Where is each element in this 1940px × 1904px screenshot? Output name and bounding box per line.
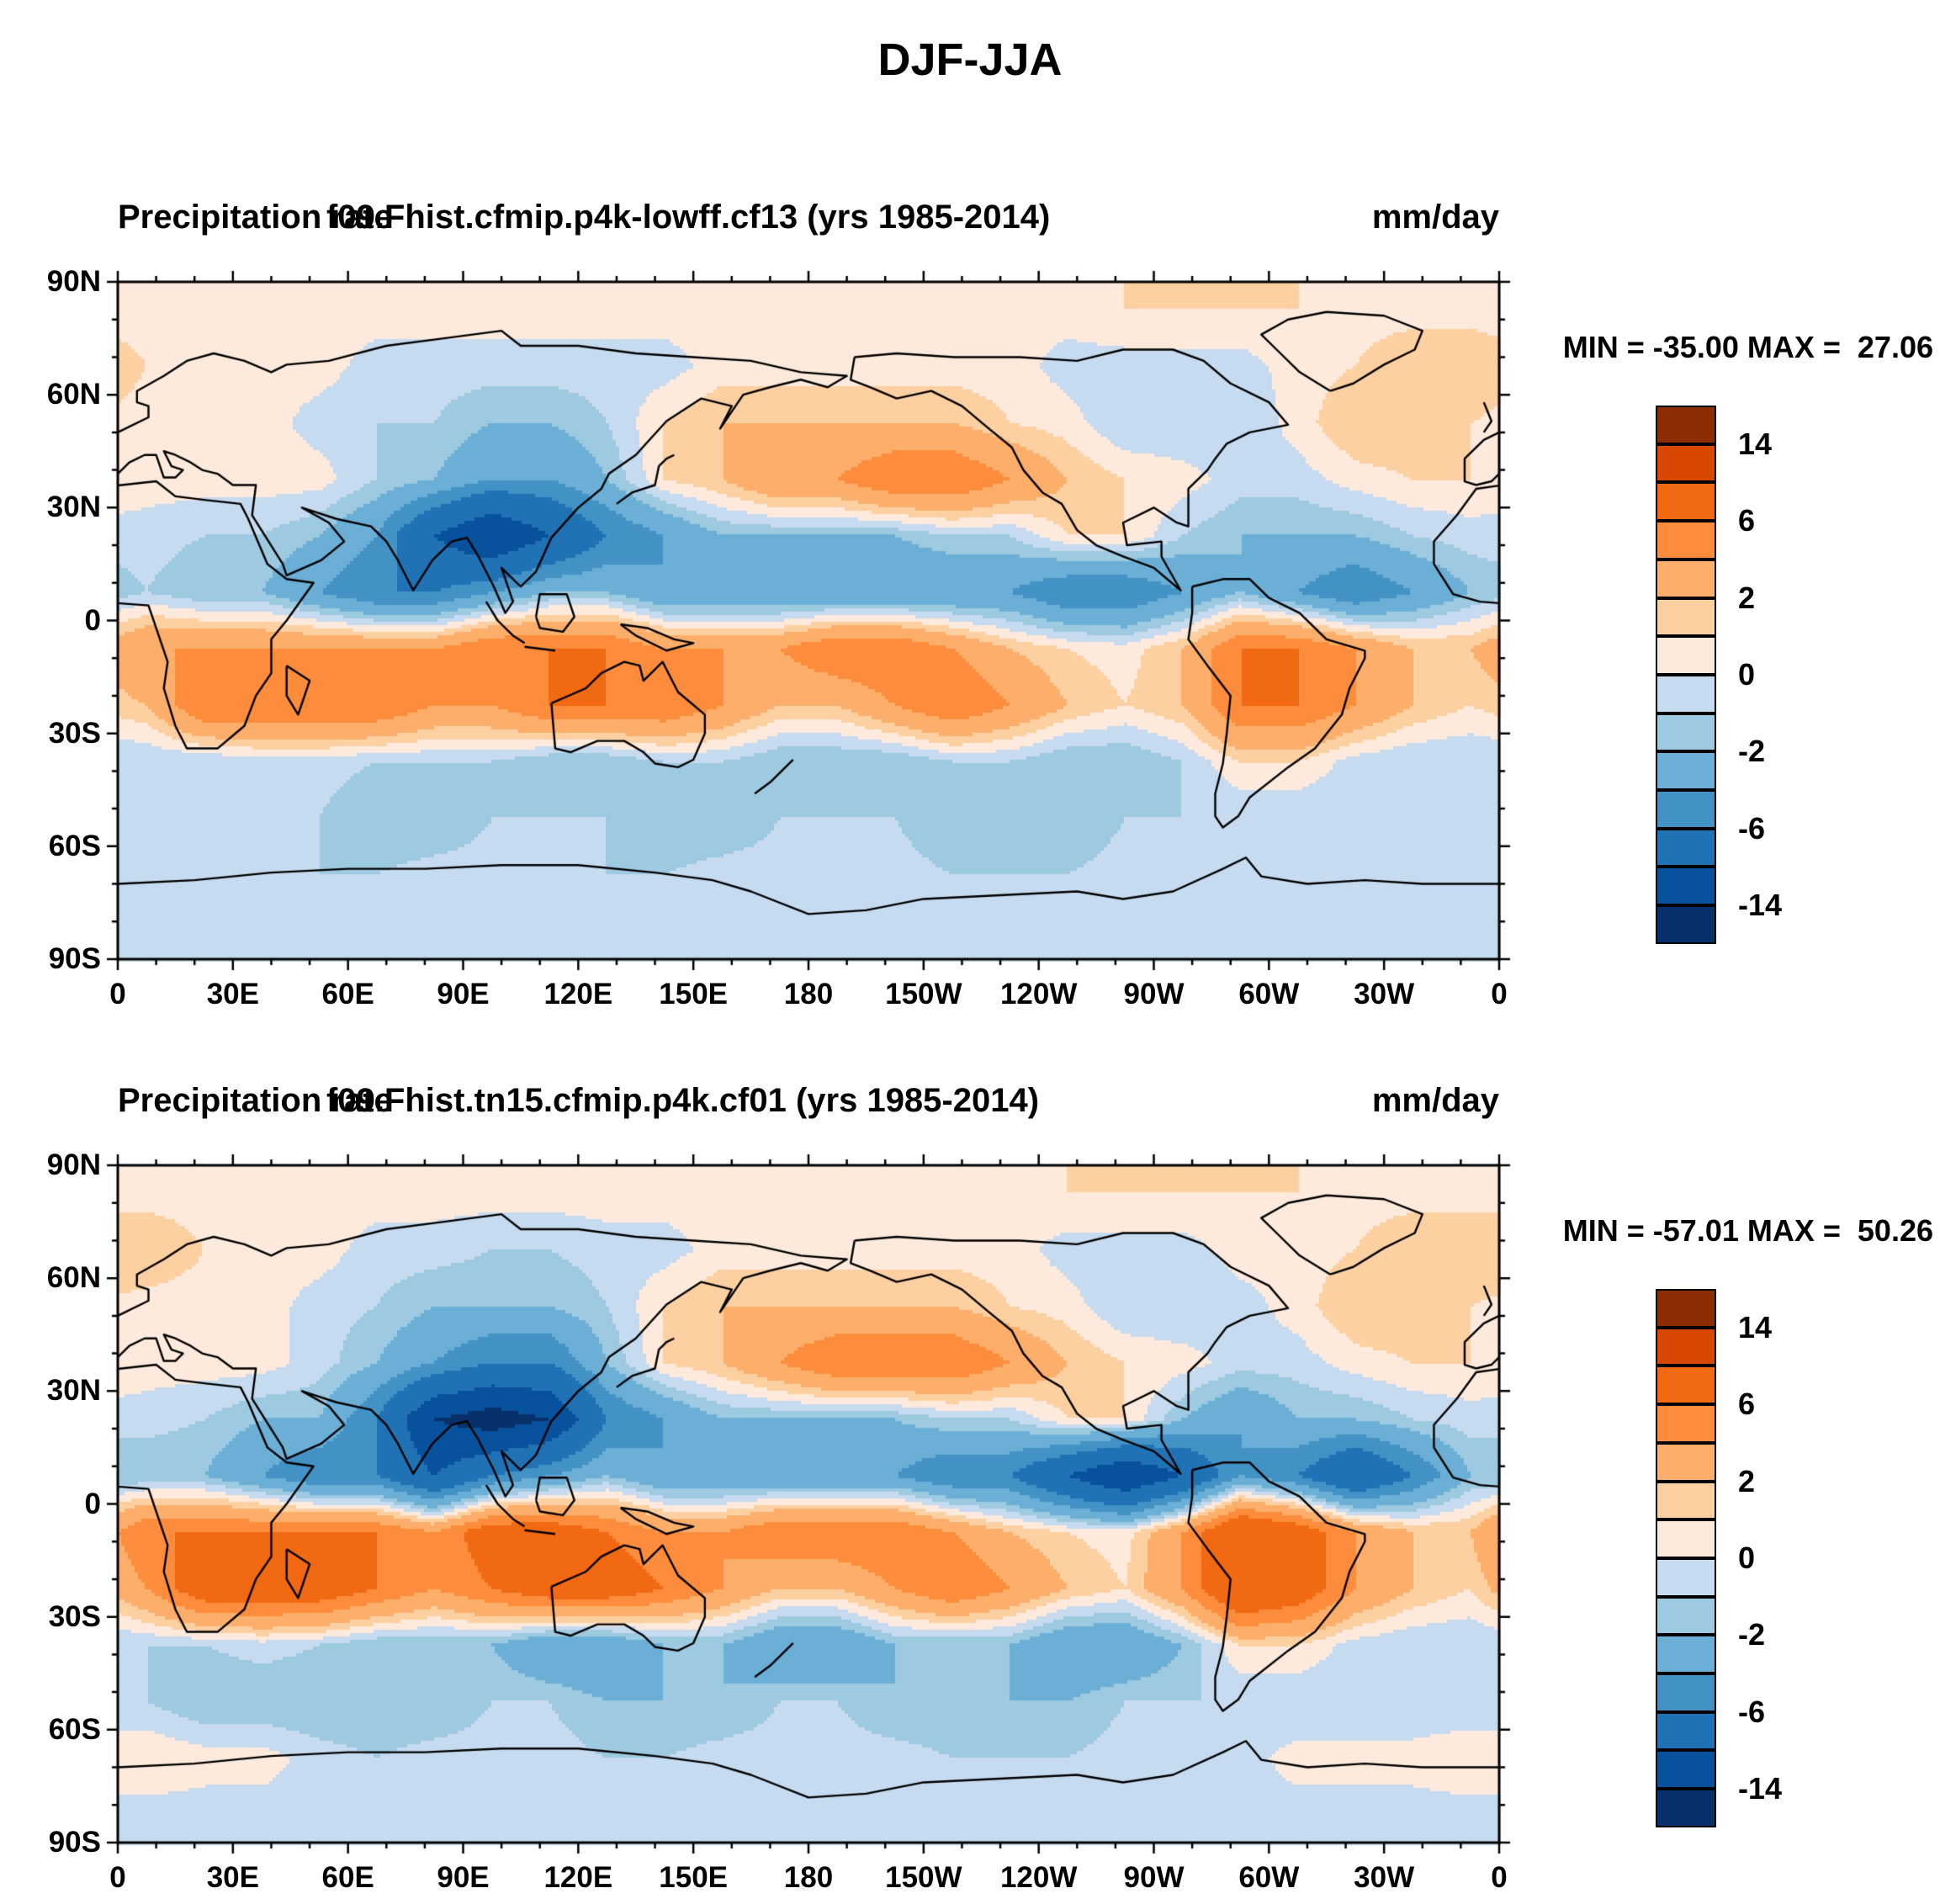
lat-tick-label: 60N [46,378,101,411]
colorbar-segment [1656,713,1716,752]
colorbar-segment [1656,1404,1716,1443]
lon-tick-label: 60E [321,1861,374,1894]
colorbar-segment [1656,790,1716,829]
lon-tick-label: 180 [783,1861,834,1894]
colorbar-segment [1656,1442,1716,1482]
colorbar-tick-label: -6 [1738,810,1766,846]
colorbar-segment [1656,1557,1716,1597]
panel1-title-units: mm/day [1371,199,1499,236]
colorbar-segment [1656,443,1716,483]
colorbar-segment [1656,828,1716,867]
colorbar-segment [1656,1596,1716,1636]
panel1-title-variable: Precipitation rate [118,199,393,236]
lon-tick-label: 150E [659,1861,729,1894]
lat-tick-label: 30S [48,1599,101,1633]
colorbar-tick-label: 0 [1738,1541,1756,1575]
lon-tick-label: 0 [109,1861,126,1894]
colorbar-tick-label: 14 [1738,426,1773,461]
lon-tick-label: 120W [999,978,1078,1010]
lon-tick-label: 120E [543,1861,613,1894]
colorbar-segment [1656,1327,1716,1366]
panel2-map: 90N 60N 30N 0 30S 60S 90S 0 30E 60E 90E 120E 150E 180… [47,1145,1519,1894]
lat-tick-label: 60S [48,829,101,862]
lat-tick-label: 0 [84,603,101,637]
lon-tick-label: 0 [1491,1861,1508,1894]
lon-tick-label: 60W [1238,1861,1300,1894]
lat-tick-label: 90S [48,1826,101,1859]
lon-tick-label: 30E [206,1861,259,1894]
colorbar-segment [1656,1711,1716,1751]
colorbar-tick-label: -14 [1738,1771,1783,1806]
lon-tick-label: 30W [1354,1861,1415,1894]
colorbar-segment [1656,406,1716,444]
lon-tick-label: 120E [543,978,613,1010]
panel1-colorbar [1656,406,1716,944]
lat-tick-label: 30N [46,1374,101,1408]
lon-tick-label: 60E [321,978,374,1010]
colorbar-segment [1656,751,1716,791]
colorbar-segment [1656,674,1716,713]
colorbar-segment [1656,1789,1716,1827]
colorbar-segment [1656,1366,1716,1405]
lat-tick-label: 30S [48,716,101,750]
panel1-title-row: Precipitation rate f09.Fhist.cfmip.p4k-l… [0,199,1940,242]
lon-tick-label: 90E [437,1861,490,1894]
panel1-map: 90N 60N 30N 0 30S 60S 90S 0 30E 60E 90E 120E 150E 180… [47,262,1519,1010]
lon-tick-label: 180 [783,978,834,1010]
figure-title: DJF-JJA [877,34,1063,85]
colorbar-tick-label: -14 [1738,888,1783,923]
colorbar-segment [1656,1289,1716,1328]
colorbar-tick-label: -2 [1738,734,1766,769]
colorbar-segment [1656,597,1716,637]
lat-tick-label: 0 [84,1487,101,1520]
colorbar-segment [1656,1750,1716,1790]
colorbar-segment [1656,1635,1716,1674]
lat-tick-label: 90S [48,942,101,975]
colorbar-tick-label: 14 [1738,1309,1773,1344]
colorbar-tick-label: 6 [1738,1387,1756,1422]
panel2-title-row: Precipitation rate f09.Fhist.tn15.cfmip.… [0,1082,1940,1126]
colorbar-tick-label: -6 [1738,1694,1766,1729]
panel2-minmax: MIN = -57.01 MAX = 50.26 [1562,1213,1933,1248]
lon-tick-label: 30E [206,978,259,1010]
lat-tick-label: 60N [46,1261,101,1295]
colorbar-segment [1656,482,1716,522]
lon-tick-label: 90W [1123,1861,1185,1894]
lon-tick-label: 0 [109,978,126,1010]
lat-tick-label: 60S [48,1712,101,1746]
colorbar-segment [1656,867,1716,906]
colorbar-tick-label: -2 [1738,1617,1766,1652]
lat-tick-label: 90N [46,265,101,298]
colorbar-segment [1656,559,1716,598]
lon-tick-label: 90W [1123,978,1185,1010]
colorbar-segment [1656,1673,1716,1712]
lon-tick-label: 120W [999,1861,1078,1894]
lon-tick-label: 60W [1238,978,1300,1010]
panel2-map-canvas [98,1145,1519,1863]
lat-tick-label: 90N [46,1148,101,1181]
lon-tick-label: 150W [885,978,962,1010]
lon-tick-label: 0 [1491,978,1508,1010]
colorbar-segment [1656,521,1716,560]
lon-tick-label: 150W [885,1861,962,1894]
colorbar-segment [1656,636,1716,675]
colorbar-tick-label: 2 [1738,1463,1756,1498]
colorbar-segment [1656,1481,1716,1520]
panel1-minmax: MIN = -35.00 MAX = 27.06 [1562,330,1933,364]
lon-tick-label: 90E [437,978,490,1010]
panel2-title-variable: Precipitation rate [118,1082,393,1119]
panel2-title-units: mm/day [1371,1082,1499,1119]
panel2-title-run: f09.Fhist.tn15.cfmip.p4k.cf01 (yrs 1985-… [326,1082,1040,1119]
colorbar-segment [1656,905,1716,944]
colorbar-segment [1656,1519,1716,1558]
lon-tick-label: 150E [659,978,729,1010]
lon-tick-label: 30W [1354,978,1415,1010]
lat-tick-label: 30N [46,491,101,524]
colorbar-tick-label: 6 [1738,503,1756,538]
panel1-map-canvas [98,262,1519,979]
colorbar-tick-label: 2 [1738,580,1756,615]
panel1-title-run: f09.Fhist.cfmip.p4k-lowff.cf13 (yrs 1985… [326,199,1051,236]
panel2-colorbar [1656,1289,1716,1827]
colorbar-tick-label: 0 [1738,657,1756,692]
